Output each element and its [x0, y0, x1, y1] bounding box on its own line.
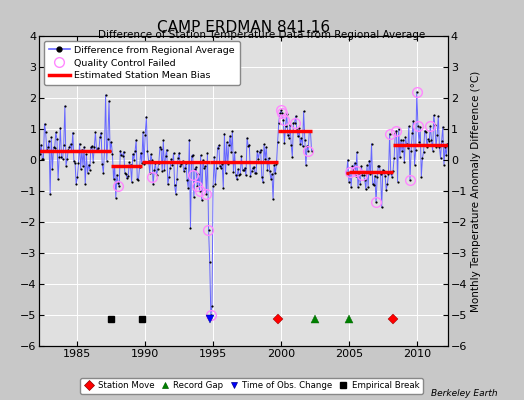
Title: CAMP ERDMAN 841.16: CAMP ERDMAN 841.16: [157, 20, 330, 35]
Text: Difference of Station Temperature Data from Regional Average: Difference of Station Temperature Data f…: [99, 30, 425, 40]
Text: Berkeley Earth: Berkeley Earth: [431, 389, 498, 398]
Legend: Station Move, Record Gap, Time of Obs. Change, Empirical Break: Station Move, Record Gap, Time of Obs. C…: [81, 378, 422, 394]
Y-axis label: Monthly Temperature Anomaly Difference (°C): Monthly Temperature Anomaly Difference (…: [472, 70, 482, 312]
Legend: Difference from Regional Average, Quality Control Failed, Estimated Station Mean: Difference from Regional Average, Qualit…: [44, 41, 239, 85]
